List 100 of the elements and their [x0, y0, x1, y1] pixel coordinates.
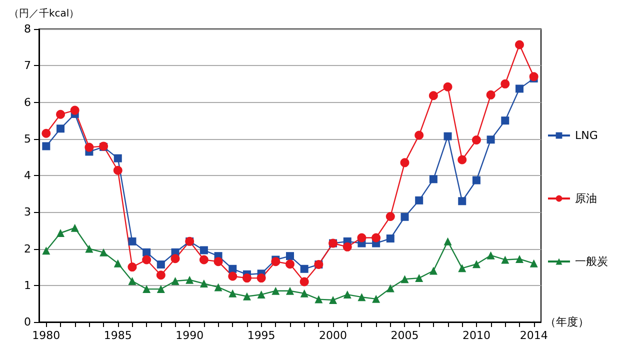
- point: [113, 166, 122, 175]
- point: [286, 252, 294, 260]
- point: [428, 91, 438, 100]
- point: [429, 175, 438, 184]
- point: [228, 264, 237, 273]
- x-tick-label: 1980: [32, 329, 60, 342]
- point: [472, 176, 480, 184]
- point: [42, 142, 50, 150]
- y-axis-title: （円／千kcal）: [9, 8, 80, 20]
- point: [386, 234, 394, 242]
- x-tick-label: 2005: [390, 329, 419, 342]
- y-tick-label: 8: [24, 22, 31, 36]
- point: [228, 272, 238, 281]
- point: [486, 136, 495, 144]
- point: [200, 246, 208, 254]
- point: [286, 286, 294, 295]
- legend-label: 原油: [575, 192, 597, 205]
- point: [142, 248, 151, 256]
- point: [56, 124, 65, 133]
- point: [414, 130, 424, 140]
- point: [100, 248, 108, 256]
- point: [199, 255, 208, 264]
- point: [486, 90, 496, 100]
- point: [170, 254, 180, 264]
- point: [400, 158, 410, 168]
- point: [114, 259, 122, 268]
- point: [84, 142, 94, 152]
- point: [228, 289, 237, 298]
- point: [400, 275, 409, 284]
- point: [486, 251, 495, 260]
- point: [56, 229, 65, 237]
- x-tick-label: 2014: [520, 329, 548, 342]
- point: [70, 224, 79, 232]
- point: [257, 290, 266, 299]
- point: [329, 296, 338, 304]
- point: [42, 246, 50, 255]
- y-tick-label: 3: [24, 206, 31, 219]
- point: [501, 116, 510, 125]
- point: [386, 212, 395, 222]
- y-tick-label: 2: [24, 242, 31, 256]
- point: [214, 257, 223, 266]
- point: [186, 276, 194, 284]
- point: [242, 274, 252, 283]
- point: [70, 106, 80, 115]
- point: [472, 135, 481, 144]
- point: [300, 289, 308, 298]
- point: [156, 260, 165, 268]
- point: [386, 284, 394, 292]
- point: [156, 270, 166, 280]
- point: [256, 274, 266, 283]
- y-tick-label: 1: [24, 278, 31, 292]
- point: [271, 257, 280, 266]
- point: [214, 283, 222, 292]
- point: [342, 242, 352, 252]
- y-tick-label: 5: [24, 132, 31, 146]
- point: [314, 295, 323, 304]
- point: [372, 233, 381, 242]
- legend-label: 一般炭: [575, 255, 608, 268]
- point: [56, 110, 66, 119]
- point: [514, 40, 524, 50]
- point: [444, 237, 452, 246]
- point: [500, 79, 510, 88]
- point: [415, 274, 424, 282]
- point: [171, 276, 180, 285]
- point: [472, 260, 480, 268]
- point: [501, 256, 510, 264]
- point: [128, 262, 137, 272]
- point: [42, 128, 51, 138]
- point: [530, 259, 538, 268]
- y-tick-label: 7: [24, 59, 31, 72]
- y-tick-label: 6: [24, 96, 31, 109]
- point: [400, 212, 409, 221]
- point: [429, 266, 438, 275]
- point: [515, 84, 524, 93]
- x-tick-label: 1990: [176, 329, 204, 342]
- point: [200, 280, 208, 288]
- point: [85, 244, 94, 253]
- x-tick-label: 1985: [104, 329, 132, 342]
- point: [444, 132, 452, 140]
- point: [128, 276, 136, 285]
- point: [142, 255, 152, 264]
- x-tick-label: 2010: [462, 329, 490, 342]
- point: [372, 294, 380, 303]
- y-tick-label: 4: [24, 169, 31, 182]
- x-tick-label: 2000: [319, 329, 348, 342]
- point: [300, 277, 309, 286]
- point: [458, 197, 466, 206]
- x-axis-title: （年度）: [545, 316, 589, 328]
- legend-label: LNG: [575, 129, 598, 142]
- y-tick-label: 0: [24, 316, 31, 328]
- point: [114, 154, 122, 162]
- point: [286, 260, 294, 269]
- point: [515, 255, 524, 264]
- point: [272, 286, 280, 295]
- point: [156, 285, 165, 294]
- point: [142, 285, 151, 294]
- point: [443, 82, 452, 92]
- point: [343, 290, 352, 299]
- point: [458, 264, 466, 272]
- point: [300, 264, 308, 273]
